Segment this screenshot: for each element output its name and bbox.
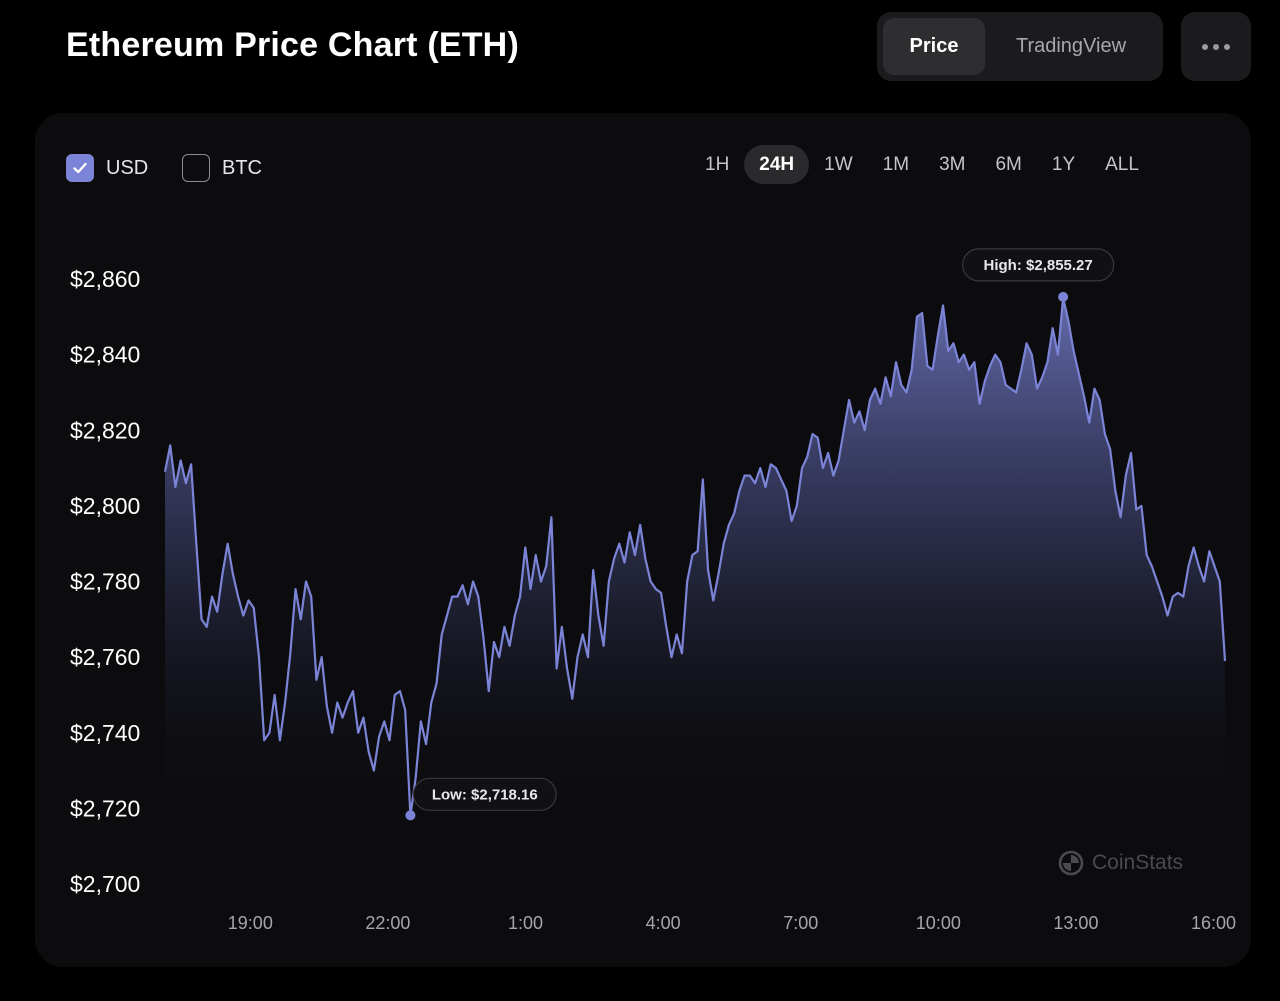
view-toggle: Price TradingView <box>877 12 1163 81</box>
y-tick-label: $2,800 <box>70 493 140 519</box>
x-axis: 19:00 22:00 1:00 4:00 7:00 10:00 13:00 16:00 <box>228 913 1236 933</box>
y-axis: $2,860 $2,840 $2,820 $2,800 $2,780 $2,760 $2,7… <box>70 266 140 897</box>
more-horizontal-icon <box>1224 43 1230 50</box>
coinstats-logo-icon <box>1058 850 1084 876</box>
range-1m[interactable]: 1M <box>882 153 910 175</box>
x-tick-label: 13:00 <box>1053 913 1098 933</box>
range-24h[interactable]: 24H <box>744 145 810 184</box>
y-tick-label: $2,720 <box>70 795 140 821</box>
usd-checkbox[interactable] <box>66 154 94 182</box>
x-tick-label: 22:00 <box>365 913 410 933</box>
high-label: High: $2,855.27 <box>984 257 1093 274</box>
x-tick-label: 10:00 <box>916 913 961 933</box>
low-marker <box>405 810 416 821</box>
range-1y[interactable]: 1Y <box>1051 153 1076 175</box>
price-area <box>165 297 1225 880</box>
x-tick-label: 7:00 <box>783 913 818 933</box>
coinstats-watermark: CoinStats <box>1058 850 1183 876</box>
usd-label: USD <box>106 156 149 179</box>
usd-toggle[interactable]: USD <box>66 154 148 182</box>
low-label-box <box>412 777 557 811</box>
y-tick-label: $2,740 <box>70 720 140 746</box>
annotations: High: $2,855.27 Low: $2,718.16 <box>405 248 1115 821</box>
low-label: Low: $2,718.16 <box>432 786 538 803</box>
page-title: Ethereum Price Chart (ETH) <box>66 26 519 64</box>
range-all[interactable]: ALL <box>1105 153 1139 175</box>
y-tick-label: $2,820 <box>70 417 140 443</box>
price-line[interactable] <box>163 296 1227 818</box>
btc-checkbox[interactable] <box>182 154 210 182</box>
btc-label: BTC <box>222 156 262 179</box>
watermark-text: CoinStats <box>1092 851 1184 874</box>
x-tick-label: 16:00 <box>1191 913 1236 933</box>
range-6m[interactable]: 6M <box>995 153 1022 175</box>
more-options-button[interactable] <box>1181 12 1251 81</box>
tab-tradingview[interactable]: TradingView <box>1015 35 1127 57</box>
range-1w[interactable]: 1W <box>824 153 853 175</box>
high-label-box <box>962 248 1115 282</box>
y-tick-label: $2,860 <box>70 266 140 292</box>
x-tick-label: 19:00 <box>228 913 273 933</box>
y-tick-label: $2,700 <box>70 871 140 897</box>
range-3m[interactable]: 3M <box>939 153 966 175</box>
x-tick-label: 1:00 <box>508 913 543 933</box>
high-marker <box>1058 291 1069 302</box>
more-horizontal-icon <box>1202 43 1208 50</box>
x-tick-label: 4:00 <box>646 913 681 933</box>
tab-price[interactable]: Price <box>883 18 985 75</box>
y-tick-label: $2,840 <box>70 342 140 368</box>
y-tick-label: $2,760 <box>70 644 140 670</box>
btc-toggle[interactable]: BTC <box>182 154 262 182</box>
y-tick-label: $2,780 <box>70 569 140 595</box>
range-1h[interactable]: 1H <box>705 153 730 175</box>
more-horizontal-icon <box>1213 43 1219 50</box>
check-icon <box>73 162 87 174</box>
range-selector: 1H 24H 1W 1M 3M 6M 1Y ALL <box>690 145 1154 184</box>
